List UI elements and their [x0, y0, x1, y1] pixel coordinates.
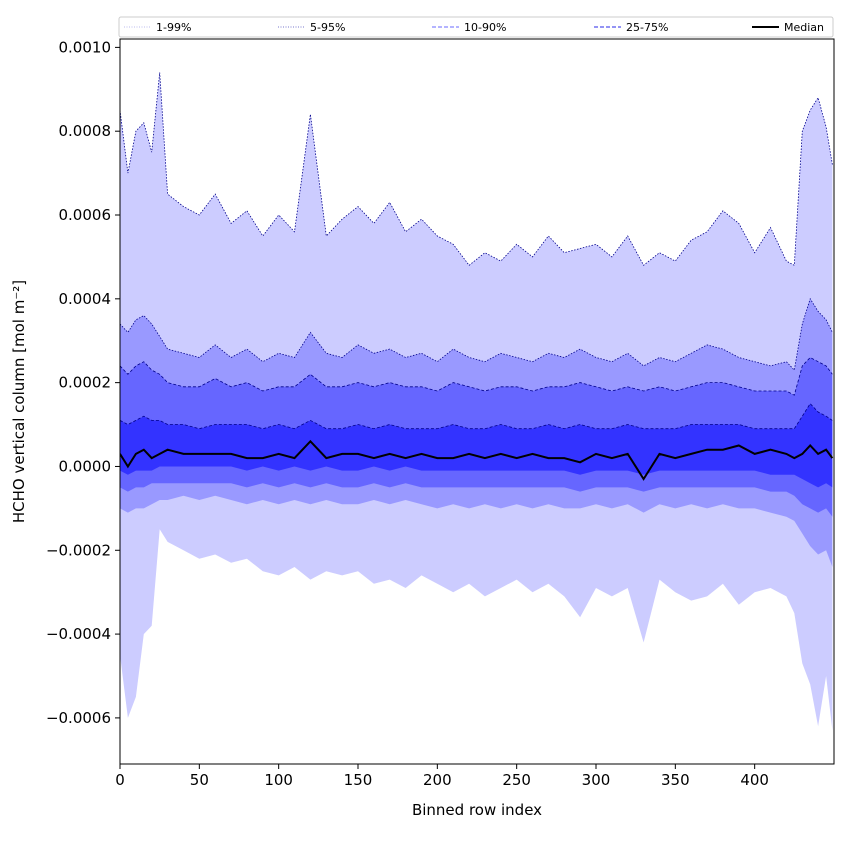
y-tick-label: 0.0006 — [59, 206, 112, 224]
legend-box — [118, 16, 834, 38]
x-tick-label: 300 — [582, 771, 611, 789]
x-tick-label: 250 — [502, 771, 531, 789]
median-line — [120, 439, 834, 481]
x-axis-label: Binned row index — [412, 801, 542, 819]
legend: 1-99% 5-95% 10-90% 25-75% Median — [118, 16, 834, 38]
x-tick-label: 100 — [264, 771, 293, 789]
x-tick-label: 200 — [423, 771, 452, 789]
x-tick-label: 150 — [344, 771, 373, 789]
y-tick-label: 0.0008 — [59, 122, 112, 140]
x-tick-label: 0 — [115, 771, 125, 789]
y-tick-label: −0.0006 — [46, 709, 111, 727]
band-25-75% — [120, 403, 833, 488]
legend-label-10-90%: 10-90% — [464, 21, 506, 34]
y-tick-label: 0.0002 — [59, 374, 112, 392]
y-tick-label: 0.0000 — [59, 457, 112, 475]
band-upper-line-5-95% — [120, 297, 833, 371]
band-upper-line-1-99% — [120, 72, 833, 266]
percentile-bands — [120, 72, 833, 731]
y-tick-label: −0.0004 — [46, 625, 111, 643]
x-tick-label: 50 — [190, 771, 209, 789]
y-tick-label: −0.0002 — [46, 541, 111, 559]
plot-frame — [119, 38, 835, 765]
legend-label-25-75%: 25-75% — [626, 21, 668, 34]
band-upper-line-25-75% — [120, 402, 833, 430]
legend-label-5-95%: 5-95% — [310, 21, 345, 34]
legend-label-1-99%: 1-99% — [156, 21, 191, 34]
band-edge-lines — [120, 72, 833, 430]
y-axis-label: HCHO vertical column [mol m⁻²] — [10, 280, 28, 523]
x-axis-ticks: 0 50 100 150 200 250 300 350 400 — [115, 764, 769, 789]
x-tick-label: 400 — [740, 771, 769, 789]
x-tick-label: 350 — [661, 771, 690, 789]
band-upper-line-10-90% — [120, 357, 833, 396]
y-tick-label: 0.0010 — [59, 38, 112, 56]
legend-label-Median: Median — [784, 21, 824, 34]
y-tick-label: 0.0004 — [59, 290, 112, 308]
y-axis-ticks: −0.0006 −0.0004 −0.0002 0.0000 0.0002 0.0004 0… — [46, 38, 120, 727]
